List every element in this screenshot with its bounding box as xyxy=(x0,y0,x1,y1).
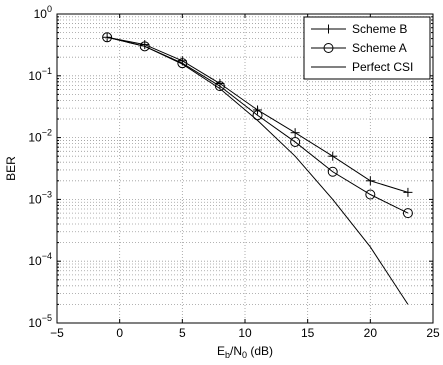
y-tick-label-base: 10 xyxy=(28,69,42,83)
legend-label-perfect-csi: Perfect CSI xyxy=(352,60,413,74)
y-tick-label-base: 10 xyxy=(28,316,42,330)
y-tick-label-exponent: −2 xyxy=(42,128,52,138)
x-tick-label: −5 xyxy=(50,326,64,340)
x-axis-label-mid: /N xyxy=(230,344,242,358)
legend-label-scheme-b: Scheme B xyxy=(352,22,407,36)
y-tick-label-base: 10 xyxy=(34,7,48,21)
y-tick-label-base: 10 xyxy=(28,131,42,145)
x-tick-label: 5 xyxy=(179,326,186,340)
y-tick-label-exponent: −5 xyxy=(42,313,52,323)
y-tick-label-exponent: 0 xyxy=(47,4,52,14)
x-axis-label-base: E xyxy=(217,344,225,358)
x-tick-label: 20 xyxy=(364,326,378,340)
x-tick-label: 25 xyxy=(426,326,440,340)
x-tick-label: 10 xyxy=(238,326,252,340)
legend-label-scheme-a: Scheme A xyxy=(352,41,407,55)
y-tick-label-exponent: −1 xyxy=(42,66,52,76)
legend: Scheme B Scheme A Perfect CSI xyxy=(304,17,430,79)
y-axis-label: BER xyxy=(4,156,18,181)
y-tick-label-exponent: −4 xyxy=(42,251,52,261)
x-tick-label: 0 xyxy=(116,326,123,340)
x-tick-label: 15 xyxy=(301,326,315,340)
x-axis-label-tail: (dB) xyxy=(247,344,273,358)
y-tick-label-exponent: −3 xyxy=(42,189,52,199)
y-tick-label-base: 10 xyxy=(28,192,42,206)
y-tick-label-base: 10 xyxy=(28,254,42,268)
